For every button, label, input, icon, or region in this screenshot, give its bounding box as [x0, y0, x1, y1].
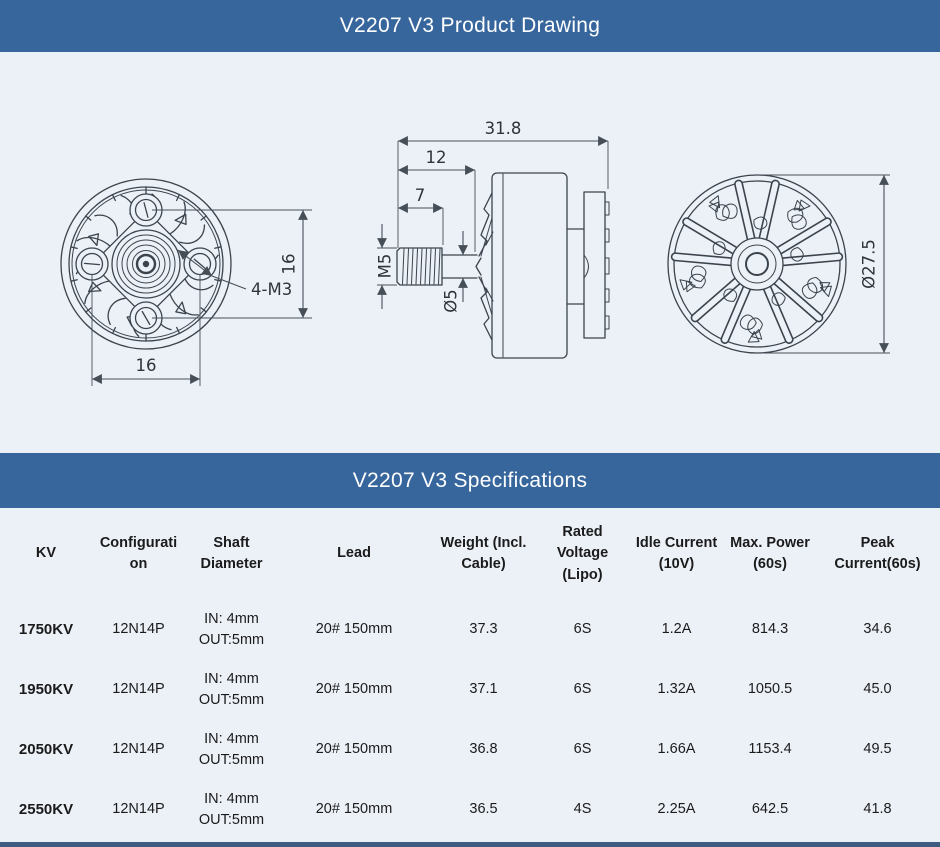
- label-screw-spec: 4-M3: [251, 280, 292, 299]
- label-thread-spec: M5: [376, 254, 395, 279]
- dim-shaft-diameter: Ø5: [442, 289, 461, 313]
- cell-max-power: 1050.5: [747, 681, 793, 698]
- spec-row-1950kv: 1950KV 12N14P IN: 4mm OUT:5mm 20# 150mm …: [0, 660, 940, 720]
- cell-lead: 20# 150mm: [315, 801, 393, 818]
- front-view-drawing: [60, 178, 232, 350]
- cell-rated-voltage: 6S: [573, 741, 592, 758]
- cell-max-power: 642.5: [751, 801, 789, 818]
- dim-shaft-length: 12: [426, 148, 447, 167]
- cell-kv: 2050KV: [18, 740, 74, 758]
- col-rated-voltage: Rated Voltage (Lipo): [556, 524, 609, 583]
- spec-row-2050kv: 2050KV 12N14P IN: 4mm OUT:5mm 20# 150mm …: [0, 720, 940, 780]
- cell-weight: 36.8: [469, 741, 498, 758]
- side-view-dimensions: 31.8 12 7 M5 Ø5: [376, 119, 609, 313]
- cell-idle-current: 2.25A: [657, 801, 696, 818]
- dim-mount-pitch-vertical: 16: [280, 254, 299, 275]
- dim-bell-diameter: Ø27.5: [860, 239, 879, 289]
- front-view-dimensions: 16 16 4-M3: [91, 209, 312, 386]
- cell-lead: 20# 150mm: [315, 681, 393, 698]
- col-peak-current: Peak Current(60s): [834, 534, 921, 572]
- technical-drawing-svg: 16 16 4-M3: [60, 119, 890, 386]
- cell-shaft-diameter: IN: 4mm OUT:5mm: [198, 610, 265, 648]
- cell-shaft-diameter: IN: 4mm OUT:5mm: [198, 670, 265, 708]
- cell-peak-current: 34.6: [863, 621, 892, 638]
- col-lead: Lead: [337, 545, 371, 562]
- col-shaft-diameter: Shaft Diameter: [200, 534, 263, 572]
- spec-row-1750kv: 1750KV 12N14P IN: 4mm OUT:5mm 20# 150mm …: [0, 600, 940, 660]
- dim-mount-pitch-horizontal: 16: [136, 356, 157, 375]
- specs-section: KV Configuration Shaft Diameter Lead Wei…: [0, 508, 940, 842]
- product-drawing-section: 16 16 4-M3: [0, 52, 940, 453]
- cell-weight: 37.3: [469, 621, 498, 638]
- col-max-power: Max. Power (60s): [730, 534, 810, 572]
- side-view-drawing: [396, 172, 610, 359]
- cell-peak-current: 41.8: [863, 801, 892, 818]
- col-configuration: Configuration: [99, 534, 178, 572]
- cell-configuration: 12N14P: [112, 681, 165, 698]
- col-kv: KV: [35, 545, 57, 562]
- specs-title: V2207 V3 Specifications: [352, 468, 588, 492]
- cell-configuration: 12N14P: [112, 801, 165, 818]
- spec-row-2550kv: 2550KV 12N14P IN: 4mm OUT:5mm 20# 150mm …: [0, 780, 940, 840]
- cell-peak-current: 49.5: [863, 741, 892, 758]
- cell-rated-voltage: 6S: [573, 681, 592, 698]
- specs-section-header: V2207 V3 Specifications: [0, 453, 940, 508]
- cell-weight: 37.1: [469, 681, 498, 698]
- drawing-section-header: V2207 V3 Product Drawing: [0, 0, 940, 52]
- cell-weight: 36.5: [469, 801, 498, 818]
- specs-table: KV Configuration Shaft Diameter Lead Wei…: [0, 508, 940, 840]
- dim-thread-length: 7: [415, 186, 426, 205]
- cell-lead: 20# 150mm: [315, 621, 393, 638]
- cell-configuration: 12N14P: [112, 621, 165, 638]
- cell-idle-current: 1.32A: [657, 681, 696, 698]
- dim-overall-length: 31.8: [485, 119, 522, 138]
- specs-header-row: KV Configuration Shaft Diameter Lead Wei…: [0, 508, 940, 600]
- cell-peak-current: 45.0: [863, 681, 892, 698]
- col-idle-current: Idle Current (10V): [635, 534, 718, 572]
- cell-rated-voltage: 6S: [573, 621, 592, 638]
- cell-kv: 2550KV: [18, 800, 74, 818]
- cell-shaft-diameter: IN: 4mm OUT:5mm: [198, 790, 265, 828]
- rear-view-dimensions: Ø27.5: [757, 174, 890, 354]
- cell-lead: 20# 150mm: [315, 741, 393, 758]
- cell-idle-current: 1.66A: [657, 741, 696, 758]
- cell-kv: 1750KV: [18, 620, 74, 638]
- footer-bar: [0, 842, 940, 847]
- cell-max-power: 1153.4: [748, 741, 792, 758]
- cell-rated-voltage: 4S: [573, 801, 592, 818]
- drawing-title: V2207 V3 Product Drawing: [339, 14, 601, 37]
- rear-view-drawing: [666, 174, 849, 360]
- cell-shaft-diameter: IN: 4mm OUT:5mm: [198, 730, 265, 768]
- cell-max-power: 814.3: [751, 621, 789, 638]
- cell-kv: 1950KV: [18, 680, 74, 698]
- cell-idle-current: 1.2A: [661, 621, 692, 638]
- cell-configuration: 12N14P: [112, 741, 165, 758]
- col-weight: Weight (Incl. Cable): [440, 534, 527, 572]
